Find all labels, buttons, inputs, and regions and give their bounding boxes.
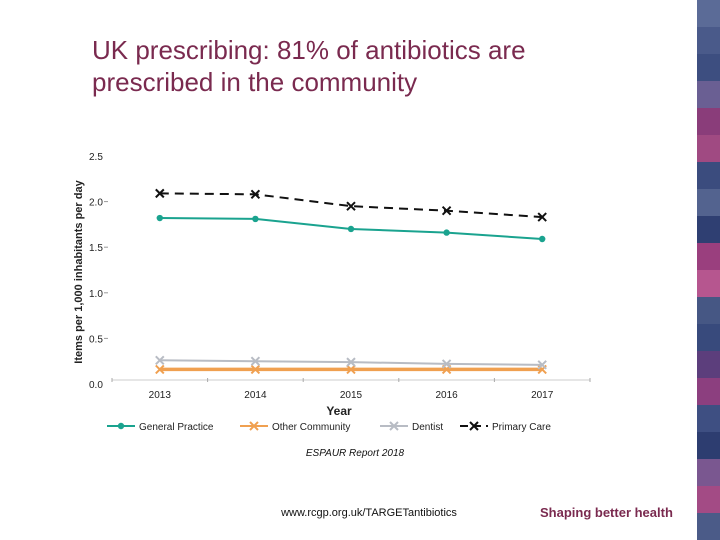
line-chart: 0.0 0.5 1.0 1.5 2.0 2.5 2013 2014 2015 2016 2017 Ye… — [73, 152, 591, 433]
legend-label-dentist: Dentist — [412, 422, 443, 433]
data-point-dentist — [250, 356, 261, 366]
x-axis-title: Year — [326, 404, 352, 418]
stripe-block — [697, 432, 720, 459]
data-point-primary-care — [537, 212, 547, 222]
slide-title: UK prescribing: 81% of antibiotics are p… — [92, 34, 672, 98]
stripe-block — [697, 297, 720, 324]
data-point-primary-care — [441, 206, 452, 216]
data-point-primary-care — [250, 189, 261, 200]
data-point-dentist — [155, 355, 165, 365]
stripe-block — [697, 54, 720, 81]
stripe-block — [697, 0, 720, 27]
brand-tagline: Shaping better health — [540, 505, 673, 520]
data-point-other-community — [155, 364, 165, 375]
data-point-dentist — [441, 359, 452, 369]
data-point-other-community — [250, 364, 261, 375]
x-tick-label: 2013 — [149, 390, 172, 401]
source-caption: ESPAUR Report 2018 — [305, 448, 405, 459]
data-point-other-community — [346, 364, 356, 375]
y-tick-label: 0.0 — [89, 380, 103, 391]
x-tick-label: 2015 — [340, 390, 363, 401]
footer-url[interactable]: www.rcgp.org.uk/TARGETantibiotics — [281, 507, 457, 519]
series-line-primary-care — [159, 192, 543, 219]
stripe-block — [697, 486, 720, 513]
y-tick-label: 1.5 — [89, 243, 103, 254]
x-tick-label: 2017 — [531, 390, 554, 401]
data-point-general-practice — [443, 229, 450, 236]
stripe-block — [697, 162, 720, 189]
legend-label-primary-care: Primary Care — [492, 422, 551, 433]
legend-marker-dentist — [389, 421, 399, 431]
slide-title-line-2: prescribed in the community — [92, 67, 418, 97]
legend-marker-primary-care — [469, 421, 479, 431]
y-tick-label: 1.0 — [89, 289, 103, 300]
legend-marker-other-community — [249, 421, 259, 431]
data-point-primary-care — [346, 201, 356, 211]
decorative-color-stripe — [697, 0, 720, 540]
stripe-block — [697, 135, 720, 162]
stripe-block — [697, 405, 720, 432]
data-point-dentist — [537, 360, 547, 370]
stripe-block — [697, 189, 720, 216]
y-axis-title: Items per 1,000 inhabitants per day — [73, 179, 85, 363]
data-point-general-practice — [252, 215, 259, 223]
stripe-block — [697, 378, 720, 405]
slide-title-line-1: UK prescribing: 81% of antibiotics are — [92, 35, 526, 65]
stripe-block — [697, 243, 720, 270]
stripe-block — [697, 324, 720, 351]
stripe-block — [697, 459, 720, 486]
data-point-primary-care — [155, 188, 165, 199]
data-point-general-practice — [156, 214, 163, 222]
data-point-dentist — [346, 357, 356, 367]
stripe-block — [697, 81, 720, 108]
stripe-block — [697, 513, 720, 540]
stripe-block — [697, 351, 720, 378]
stripe-block — [697, 270, 720, 297]
x-tick-label: 2014 — [244, 390, 267, 401]
legend-label-general-practice: General Practice — [139, 422, 214, 433]
data-point-general-practice — [347, 225, 355, 233]
y-tick-label: 2.5 — [89, 152, 103, 163]
data-point-general-practice — [539, 235, 546, 243]
stripe-block — [697, 108, 720, 135]
y-tick-label: 0.5 — [89, 334, 103, 345]
legend-label-other-community: Other Community — [272, 422, 350, 433]
stripe-block — [697, 27, 720, 54]
x-tick-label: 2016 — [435, 390, 458, 401]
legend-marker-general-practice — [117, 422, 125, 430]
y-tick-label: 2.0 — [89, 198, 103, 209]
stripe-block — [697, 216, 720, 243]
